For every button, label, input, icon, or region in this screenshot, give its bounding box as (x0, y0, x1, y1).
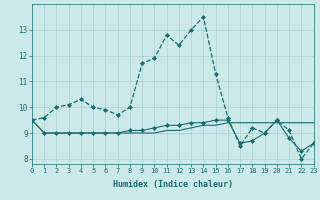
X-axis label: Humidex (Indice chaleur): Humidex (Indice chaleur) (113, 180, 233, 189)
